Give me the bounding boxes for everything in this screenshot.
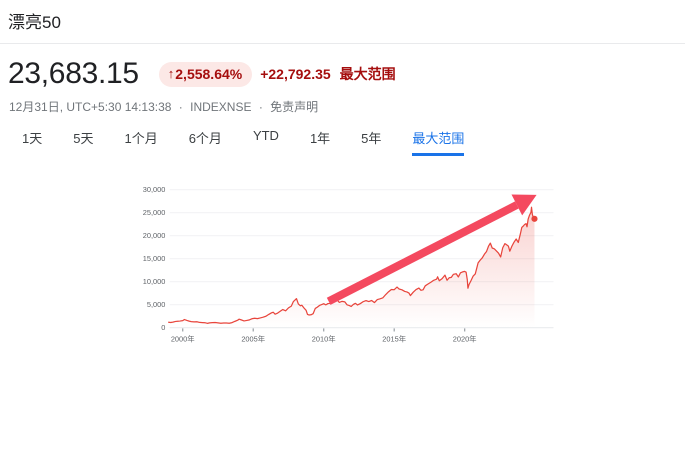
range-tabs: 1天 5天 1个月 6个月 YTD 1年 5年 最大范围 — [0, 128, 685, 156]
price-area-fill — [168, 207, 535, 328]
page-title: 漂亮50 — [8, 13, 61, 32]
up-arrow-icon: ↑ — [167, 65, 175, 81]
trend-arrow-head — [511, 194, 537, 216]
y-axis-tick-label: 20,000 — [143, 231, 166, 240]
price-row: 23,683.15 ↑ 2,558.64% +22,792.35 最大范围 — [8, 57, 685, 91]
current-price: 23,683.15 — [8, 57, 139, 90]
header-divider — [0, 43, 685, 44]
meta-separator: · — [258, 100, 263, 114]
quote-datetime: 12月31日, UTC+5:30 14:13:38 — [9, 100, 172, 114]
change-absolute: +22,792.35 最大范围 — [260, 64, 395, 84]
y-axis-tick-label: 25,000 — [143, 208, 166, 217]
y-axis-tick-label: 15,000 — [143, 254, 166, 263]
tab-1m[interactable]: 1个月 — [124, 131, 158, 146]
price-line — [168, 206, 536, 324]
quote-meta: 12月31日, UTC+5:30 14:13:38 · INDEXNSE · 免… — [9, 99, 685, 115]
change-absolute-value: +22,792.35 — [260, 66, 331, 82]
y-axis-tick-label: 5,000 — [147, 300, 165, 309]
finance-quote-page: 漂亮50 23,683.15 ↑ 2,558.64% +22,792.35 最大… — [0, 11, 685, 343]
chart-area: 0 5,000 10,000 15,000 20,000 25,000 30,000 2000… — [0, 183, 685, 459]
meta-separator: · — [178, 100, 183, 114]
y-axis-tick-label: 0 — [161, 323, 165, 332]
tab-max[interactable]: 最大范围 — [412, 128, 465, 156]
x-axis-tick-label: 2010年 — [312, 334, 336, 343]
tab-1d[interactable]: 1天 — [22, 131, 43, 146]
trend-arrow-shaft — [326, 201, 519, 305]
tab-ytd[interactable]: YTD — [252, 128, 279, 143]
x-axis-tick-label: 2020年 — [453, 334, 477, 343]
tab-5y[interactable]: 5年 — [361, 131, 382, 146]
x-axis-tick-label: 2000年 — [171, 334, 195, 343]
change-percent-badge: ↑ 2,558.64% — [158, 61, 253, 87]
x-axis-tick-label: 2015年 — [382, 334, 406, 343]
disclaimer-link[interactable]: 免责声明 — [270, 100, 319, 114]
latest-price-dot — [531, 215, 538, 222]
tab-6m[interactable]: 6个月 — [188, 131, 222, 146]
tab-1y[interactable]: 1年 — [309, 131, 331, 146]
change-percent-value: 2,558.64% — [175, 65, 243, 82]
price-chart[interactable]: 0 5,000 10,000 15,000 20,000 25,000 30,000 2000… — [0, 183, 685, 459]
tab-5d[interactable]: 5天 — [73, 131, 94, 146]
x-axis-tick-label: 2005年 — [241, 334, 265, 343]
change-range-label: 最大范围 — [339, 66, 396, 82]
y-axis-tick-label: 10,000 — [143, 277, 166, 286]
exchange-name: INDEXNSE — [190, 100, 252, 114]
y-axis-tick-label: 30,000 — [143, 185, 166, 194]
